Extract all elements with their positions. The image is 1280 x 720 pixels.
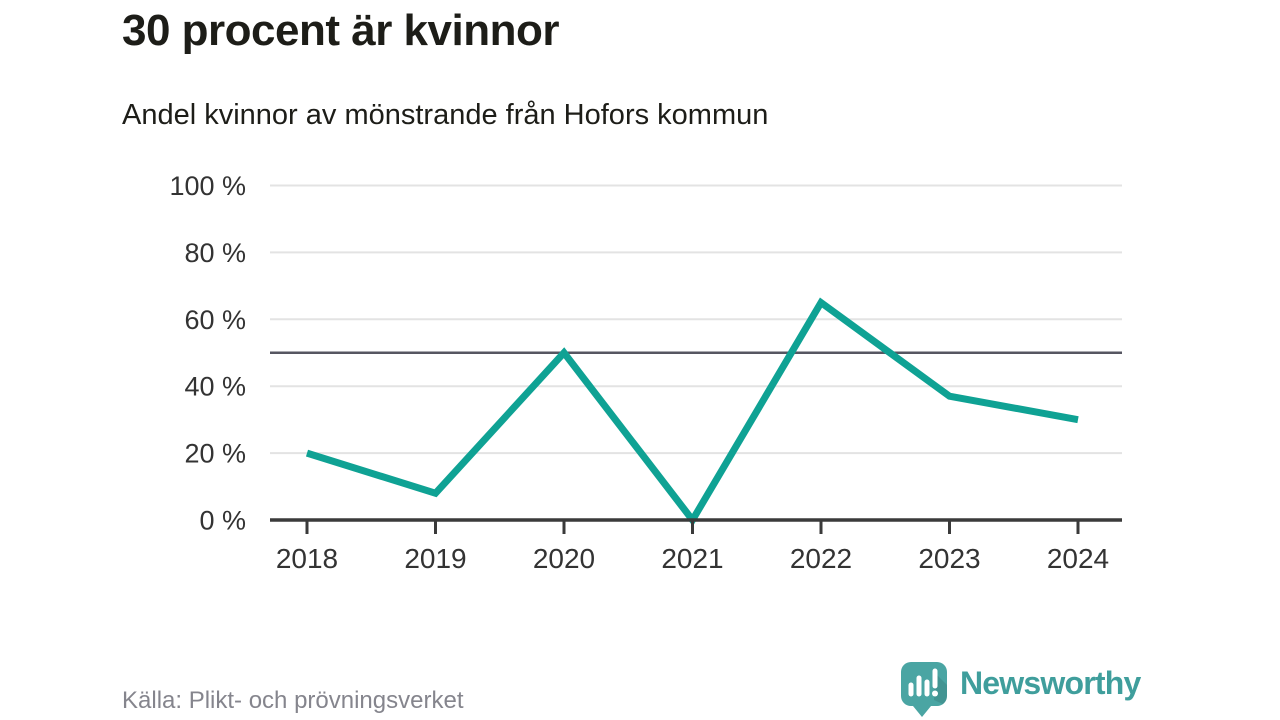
y-axis-tick-label: 80 % xyxy=(184,238,246,268)
x-axis-tick-label: 2023 xyxy=(918,543,980,574)
source-note: Källa: Plikt- och prövningsverket xyxy=(122,687,464,714)
y-axis-tick-label: 60 % xyxy=(184,305,246,335)
newsworthy-wordmark: Newsworthy xyxy=(960,665,1141,701)
chart-subtitle: Andel kvinnor av mönstrande från Hofors … xyxy=(122,99,769,131)
data-line-group xyxy=(305,297,1079,527)
logo-exclamation-dot xyxy=(932,690,938,697)
newsworthy-logo-icon xyxy=(901,662,947,717)
y-axis-tick-label: 100 % xyxy=(169,171,246,201)
data-line xyxy=(305,297,1079,527)
x-axis-tick-label: 2018 xyxy=(276,543,338,574)
x-axis-tick-label: 2022 xyxy=(790,543,852,574)
logo-bar-chart-icon xyxy=(908,668,938,697)
x-axis-tick-label: 2021 xyxy=(661,543,723,574)
x-axis xyxy=(270,518,1122,534)
gridlines xyxy=(270,184,1122,455)
y-axis-tick-label: 0 % xyxy=(199,506,246,536)
x-axis-tick-label: 2019 xyxy=(404,543,466,574)
axis-labels: 0 % 20 % 40 % 60 % 80 % 100 % 2018 2019 2020 2021… xyxy=(169,171,1109,574)
chart-title: 30 procent är kvinnor xyxy=(122,6,559,55)
x-axis-tick-label: 2024 xyxy=(1047,543,1109,574)
x-axis-tick-label: 2020 xyxy=(533,543,595,574)
y-axis-tick-label: 40 % xyxy=(184,372,246,402)
newsworthy-logo-link[interactable]: Newsworthy xyxy=(898,660,1141,718)
y-axis-tick-label: 20 % xyxy=(184,439,246,469)
